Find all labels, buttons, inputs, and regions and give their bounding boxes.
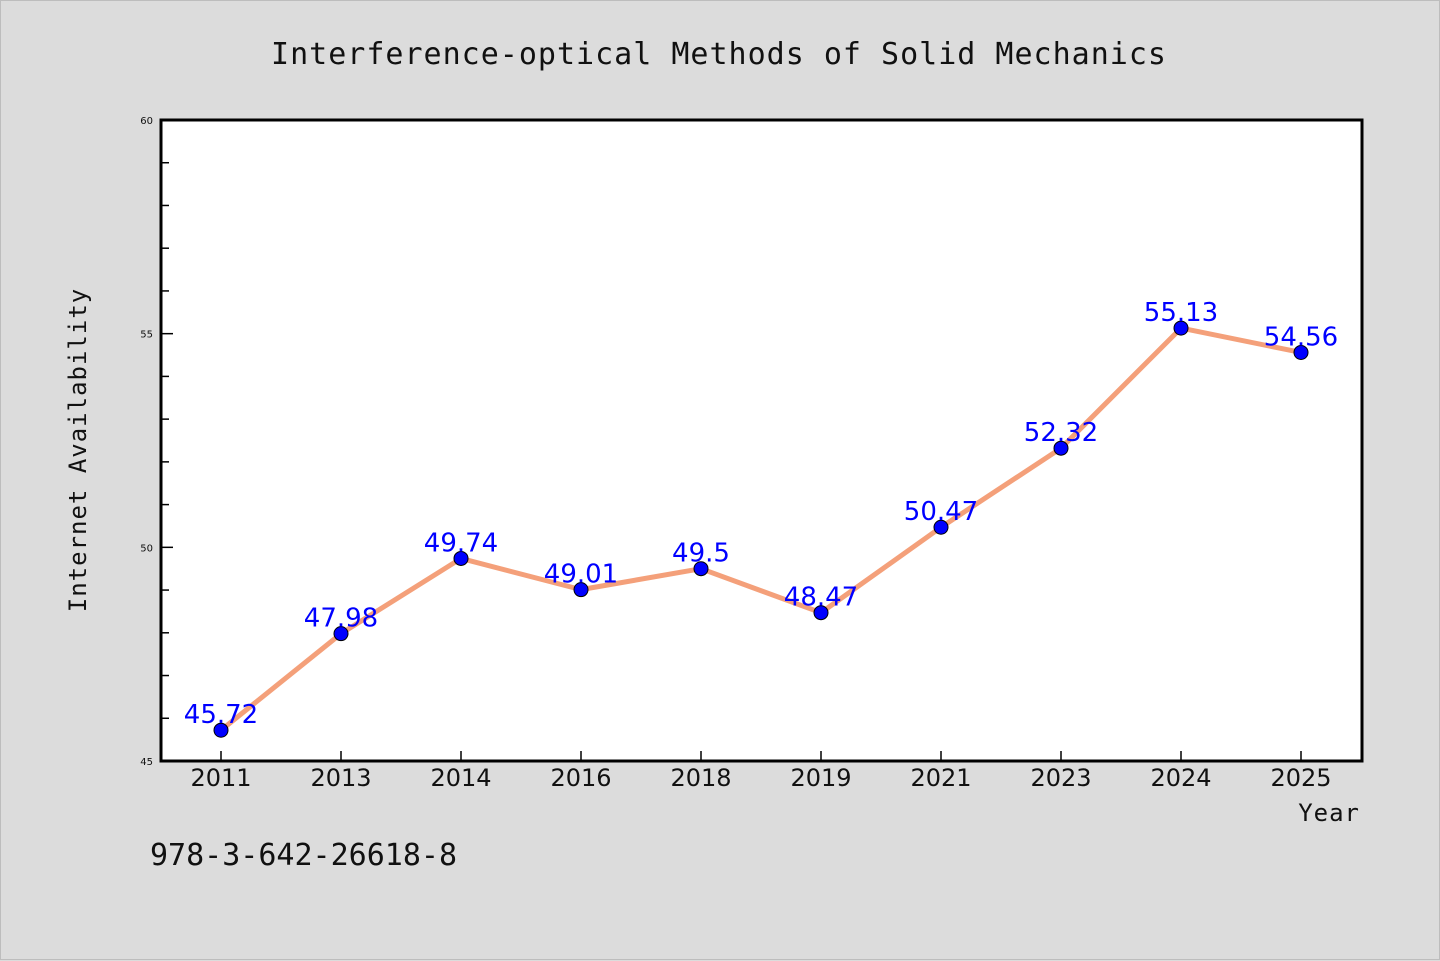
- data-point-label: 49.01: [544, 560, 618, 590]
- data-point-label: 54.56: [1264, 322, 1338, 352]
- data-point-marker: [333, 626, 349, 642]
- isbn-text: 978-3-642-26618-8: [150, 838, 457, 873]
- data-point-marker: [573, 582, 589, 598]
- x-tick-label: 2019: [790, 764, 851, 792]
- data-point-label: 47.98: [304, 604, 378, 634]
- x-axis-ticks: 2011 2013 2014 2016 2018 2019 2021 2023 2024 2025: [190, 751, 1332, 792]
- x-tick-label: 2016: [550, 764, 611, 792]
- data-point-marker: [453, 550, 469, 566]
- x-tick-label: 2024: [1150, 764, 1211, 792]
- data-point-marker: [213, 722, 229, 738]
- data-labels: 45.72 47.98 49.74 49.01 49.5 48.47 50.47 52.32 5…: [184, 298, 1338, 730]
- data-point-label: 45.72: [184, 700, 258, 730]
- data-point-label: 55.13: [1144, 298, 1218, 328]
- data-point-marker: [1293, 344, 1309, 360]
- series-markers: [213, 320, 1309, 738]
- y-tick-label: 45: [140, 757, 153, 768]
- y-tick-label: 60: [140, 116, 153, 127]
- y-tick-label: 50: [140, 543, 153, 554]
- data-point-label: 52.32: [1024, 418, 1098, 448]
- y-tick-label: 55: [140, 330, 153, 341]
- data-point-label: 50.47: [904, 497, 978, 527]
- x-tick-label: 2023: [1030, 764, 1091, 792]
- data-point-marker: [1053, 440, 1069, 456]
- data-point-marker: [813, 605, 829, 621]
- data-point-marker: [933, 519, 949, 535]
- y-axis-ticks: 45 50 55 60: [140, 116, 173, 768]
- data-point-label: 49.5: [672, 539, 730, 569]
- data-point-label: 48.47: [784, 583, 858, 613]
- x-axis-label: Year: [1298, 799, 1360, 827]
- x-tick-label: 2021: [910, 764, 971, 792]
- data-point-label: 49.74: [424, 528, 498, 558]
- chart-title: Interference-optical Methods of Solid Me…: [271, 37, 1167, 72]
- x-tick-label: 2013: [310, 764, 371, 792]
- plot-area: [159, 118, 1364, 763]
- x-tick-label: 2018: [670, 764, 731, 792]
- x-tick-label: 2025: [1270, 764, 1331, 792]
- series-line: [219, 325, 1302, 733]
- data-point-marker: [1173, 320, 1189, 336]
- x-tick-label: 2014: [430, 764, 491, 792]
- x-tick-label: 2011: [190, 764, 251, 792]
- data-point-marker: [693, 561, 709, 577]
- y-axis-label: Internet Availability: [64, 288, 92, 612]
